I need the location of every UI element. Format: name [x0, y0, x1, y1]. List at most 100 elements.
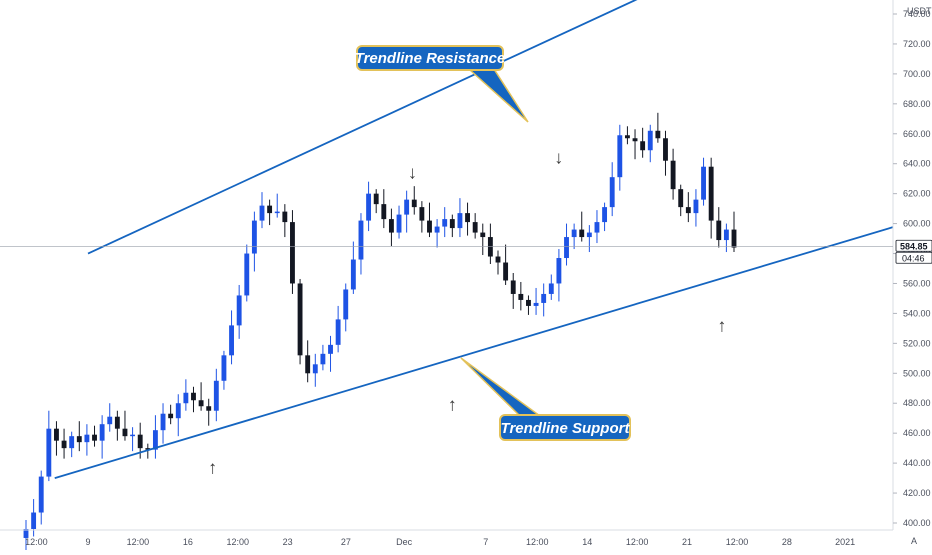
candle-body	[678, 189, 684, 208]
candle-body	[244, 253, 250, 296]
current-price-tag: 584.85	[895, 239, 932, 252]
candle-body	[312, 364, 318, 374]
candle-body	[122, 428, 128, 437]
candle-body	[571, 229, 577, 238]
candle-body	[396, 214, 402, 233]
support-trendline[interactable]	[54, 182, 932, 479]
candle-body	[708, 166, 714, 221]
candle-body	[457, 213, 463, 229]
candle-body	[76, 436, 82, 443]
candle-body	[449, 219, 455, 229]
y-tick-label: 400.00	[903, 518, 931, 528]
y-tick-label: 440.00	[903, 458, 931, 468]
candle-body	[130, 434, 136, 437]
candle-body	[579, 229, 585, 238]
auto-scale-button[interactable]: A	[902, 532, 930, 548]
candle-body	[564, 237, 569, 259]
candle-body	[533, 302, 539, 306]
candle-body	[297, 283, 303, 356]
candle-body	[731, 229, 737, 248]
candle-body	[495, 256, 501, 263]
candle-body	[69, 436, 75, 449]
candle-body	[670, 160, 676, 190]
candle-body	[213, 380, 219, 411]
candle-body	[46, 428, 52, 477]
resistance-callout-box	[356, 45, 504, 71]
candle-body	[92, 434, 97, 441]
candle-body	[472, 222, 478, 233]
candle-body	[54, 428, 59, 441]
x-tick-label: Dec	[396, 537, 413, 547]
candle-body	[716, 220, 722, 241]
candle-body	[191, 392, 196, 401]
y-tick-label: 480.00	[903, 398, 931, 408]
candle-body	[632, 138, 638, 142]
candle-body	[602, 207, 608, 223]
candle-body	[335, 319, 341, 345]
candle-body	[38, 476, 44, 513]
candle-body	[84, 434, 90, 443]
support-callout-label: Trendline Support	[501, 420, 631, 437]
up-arrow-marker: ↑	[208, 458, 217, 478]
candle-body	[609, 177, 615, 208]
candle-body	[640, 141, 646, 151]
y-tick-label: 540.00	[903, 308, 931, 318]
candle-body	[305, 355, 311, 374]
candle-body	[23, 528, 29, 538]
candle-body	[723, 229, 729, 241]
y-tick-label: 700.00	[903, 69, 931, 79]
down-arrow-marker: ↓	[408, 163, 417, 183]
y-tick-label: 560.00	[903, 278, 931, 288]
price-axis-panel[interactable]	[893, 0, 932, 550]
candle-body	[168, 413, 174, 419]
candle-body	[434, 226, 440, 233]
candle-body	[107, 416, 113, 425]
candle-body	[61, 440, 67, 449]
candle-body	[586, 232, 592, 238]
y-tick-label: 460.00	[903, 428, 931, 438]
candle-body	[343, 289, 349, 320]
candle-body	[145, 448, 151, 450]
x-tick-label: 21	[682, 537, 692, 547]
candle-body	[152, 430, 158, 450]
candle-body	[320, 353, 326, 365]
trendlines-layer	[54, 0, 932, 479]
x-tick-label: 12:00	[25, 537, 48, 547]
candle-body	[206, 406, 212, 411]
candle-body	[388, 219, 394, 233]
y-tick-label: 620.00	[903, 189, 931, 199]
candle-body	[366, 193, 372, 221]
y-tick-label: 500.00	[903, 368, 931, 378]
resistance-callout: Trendline Resistance	[355, 45, 529, 123]
x-tick-label: 9	[85, 537, 90, 547]
x-tick-label: 12:00	[626, 537, 649, 547]
candle-body	[701, 166, 706, 200]
candle-body	[541, 293, 547, 303]
candle-body	[137, 434, 143, 449]
candle-body	[175, 403, 181, 419]
candle-body	[617, 135, 623, 178]
x-tick-label: 2021	[835, 537, 855, 547]
candle-body	[358, 220, 364, 260]
candle-body	[624, 135, 630, 139]
resistance-trendline[interactable]	[87, 0, 932, 255]
candle-body	[419, 207, 425, 221]
candle-body	[282, 211, 288, 223]
y-tick-label: 640.00	[903, 159, 931, 169]
candle-body	[693, 199, 699, 214]
y-tick-label: 680.00	[903, 99, 931, 109]
candle-body	[350, 259, 356, 290]
candle-body	[663, 138, 668, 161]
down-arrow-marker: ↓	[554, 148, 563, 168]
candle-body	[465, 213, 470, 223]
candle-body	[221, 355, 227, 381]
candle-body	[31, 512, 37, 529]
candle-body	[274, 211, 280, 214]
x-tick-label: 12:00	[726, 537, 749, 547]
y-tick-label: 520.00	[903, 338, 931, 348]
time-axis[interactable]: 12:00 9 12:00 16 12:00 23 27 Dec 7 12:00 14 12:00 21…	[25, 537, 855, 547]
currency-label: USDT	[907, 6, 932, 16]
candle-body	[183, 392, 189, 404]
